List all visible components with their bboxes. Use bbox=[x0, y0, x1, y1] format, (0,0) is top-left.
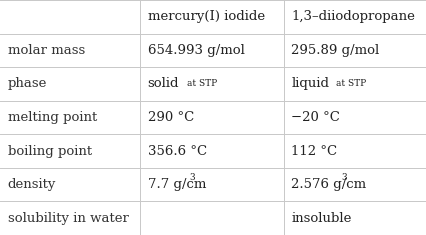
Text: solubility in water: solubility in water bbox=[8, 212, 128, 225]
Text: density: density bbox=[8, 178, 56, 191]
Text: 356.6 °C: 356.6 °C bbox=[147, 145, 206, 158]
Text: at STP: at STP bbox=[335, 79, 366, 88]
Text: liquid: liquid bbox=[291, 77, 328, 90]
Text: 3: 3 bbox=[341, 173, 346, 182]
Text: at STP: at STP bbox=[187, 79, 217, 88]
Text: 2.576 g/cm: 2.576 g/cm bbox=[291, 178, 366, 191]
Text: melting point: melting point bbox=[8, 111, 97, 124]
Text: mercury(I) iodide: mercury(I) iodide bbox=[147, 10, 264, 23]
Text: 7.7 g/cm: 7.7 g/cm bbox=[147, 178, 206, 191]
Text: 1,3–diiodopropane: 1,3–diiodopropane bbox=[291, 10, 414, 23]
Text: insoluble: insoluble bbox=[291, 212, 351, 225]
Text: boiling point: boiling point bbox=[8, 145, 92, 158]
Text: 3: 3 bbox=[189, 173, 195, 182]
Text: −20 °C: −20 °C bbox=[291, 111, 339, 124]
Text: 112 °C: 112 °C bbox=[291, 145, 337, 158]
Text: molar mass: molar mass bbox=[8, 44, 85, 57]
Text: 654.993 g/mol: 654.993 g/mol bbox=[147, 44, 244, 57]
Text: solid: solid bbox=[147, 77, 179, 90]
Text: 290 °C: 290 °C bbox=[147, 111, 193, 124]
Text: 295.89 g/mol: 295.89 g/mol bbox=[291, 44, 379, 57]
Text: phase: phase bbox=[8, 77, 47, 90]
